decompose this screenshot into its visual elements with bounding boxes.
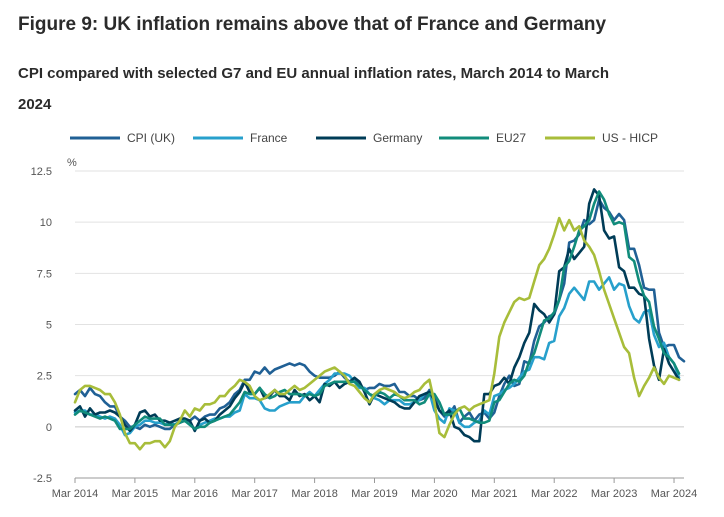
x-tick-label: Mar 2020	[411, 488, 457, 500]
x-tick-label: Mar 2018	[291, 488, 337, 500]
x-tick-label: Mar 2016	[172, 488, 218, 500]
y-axis: -2.5 0 2.5 5 7.5 10 12.5	[31, 166, 52, 485]
chart-legend: CPI (UK) France Germany EU27 US - HICP	[70, 131, 658, 145]
legend-label: CPI (UK)	[127, 131, 175, 145]
legend-label: US - HICP	[602, 131, 658, 145]
y-tick-label: 10	[40, 217, 52, 229]
y-tick-label: 0	[46, 422, 52, 434]
series-line-france	[73, 276, 681, 437]
y-tick-label: 7.5	[37, 268, 52, 280]
legend-label: EU27	[496, 131, 526, 145]
x-tick-label: Mar 2022	[531, 488, 577, 500]
chart-subtitle: CPI compared with selected G7 and EU ann…	[18, 65, 609, 113]
x-tick-label: Mar 2019	[351, 488, 397, 500]
x-tick-label: Mar 2024	[651, 488, 697, 500]
y-tick-label: 2.5	[37, 371, 52, 383]
legend-label: Germany	[373, 131, 422, 145]
series-lines	[73, 188, 686, 451]
series-line-germany	[73, 188, 681, 443]
x-tick-label: Mar 2021	[471, 488, 517, 500]
gridlines	[75, 170, 684, 479]
x-axis: Mar 2014 Mar 2015 Mar 2016 Mar 2017 Mar 2018…	[52, 477, 697, 500]
x-tick-label: Mar 2014	[52, 488, 98, 500]
y-tick-label: 5	[46, 320, 52, 332]
series-line-cpi-uk	[73, 198, 686, 431]
y-axis-label: %	[67, 157, 77, 169]
chart-title: Figure 9: UK inflation remains above tha…	[18, 14, 607, 35]
series-line-us-hicp	[73, 216, 681, 451]
y-tick-label: -2.5	[33, 473, 52, 485]
x-tick-label: Mar 2017	[231, 488, 277, 500]
legend-label: France	[250, 131, 288, 145]
x-tick-label: Mar 2015	[112, 488, 158, 500]
x-tick-label: Mar 2023	[591, 488, 637, 500]
y-tick-label: 12.5	[31, 166, 52, 178]
